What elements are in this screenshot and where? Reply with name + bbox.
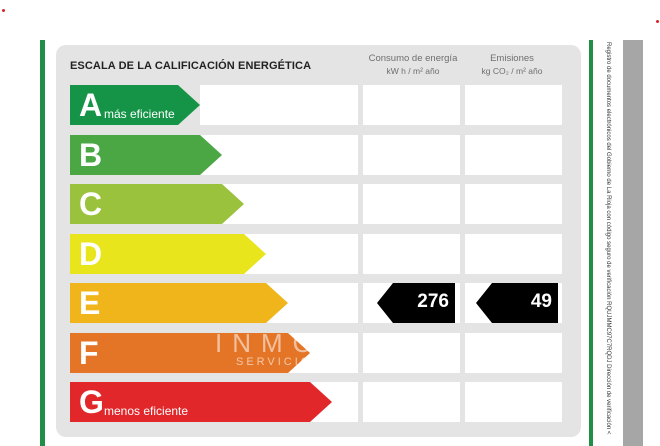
rating-arrow-d: D (70, 233, 266, 274)
emissions-cell (465, 85, 562, 125)
rating-letter: D (79, 235, 103, 272)
emissions-cell (465, 184, 562, 224)
emissions-label: Emisiones (490, 53, 534, 64)
rating-letter: G (79, 384, 104, 420)
rating-arrow-c: C (70, 184, 244, 224)
page-title: ESCALA DE LA CALIFICACIÓN ENERGÉTICA (70, 60, 312, 72)
consumption-badge: 276 (377, 283, 455, 323)
emissions-cell (465, 332, 562, 373)
consumption-cell (363, 85, 460, 125)
rating-description: menos eficiente (104, 404, 189, 418)
rating-letter: A (79, 87, 103, 123)
emissions-badge-value: 49 (530, 291, 552, 312)
consumption-cell (363, 382, 460, 422)
consumption-badge-value: 276 (417, 291, 449, 312)
row-background (200, 134, 358, 175)
emissions-cell (465, 134, 562, 175)
watermark-brand: INMOBILIA (215, 328, 437, 358)
rating-description: más eficiente (104, 107, 175, 121)
red-dot (2, 9, 5, 12)
emissions-badge: 49 (476, 283, 558, 323)
rating-arrow-f: F (70, 332, 310, 373)
rating-arrow-b: B (70, 134, 222, 175)
margin-bar (623, 40, 643, 446)
consumption-unit: kW h / m² año (386, 66, 440, 76)
consumption-cell (363, 332, 460, 373)
consumption-cell (363, 184, 460, 224)
rating-letter: B (79, 136, 103, 173)
emissions-header: Emisiones kg CO₂ / m² año (462, 52, 562, 78)
rating-letter: F (79, 334, 99, 371)
frame-line-left (40, 40, 45, 446)
consumption-cell (363, 233, 460, 274)
consumption-header: Consumo de energía kW h / m² año (360, 52, 466, 78)
consumption-label: Consumo de energía (368, 53, 458, 64)
row-background (200, 85, 358, 125)
rating-letter: E (79, 285, 101, 321)
watermark-tagline: SERVICIOS (236, 356, 323, 368)
rating-letter: C (79, 186, 103, 222)
frame-line-right (589, 40, 593, 446)
rating-arrow-e: E (70, 283, 288, 323)
red-dot (656, 20, 659, 23)
emissions-unit: kg CO₂ / m² año (481, 66, 543, 76)
consumption-cell (363, 134, 460, 175)
emissions-cell (465, 233, 562, 274)
verification-note: Registro de documentos electrónicos del … (605, 42, 611, 435)
emissions-cell (465, 382, 562, 422)
